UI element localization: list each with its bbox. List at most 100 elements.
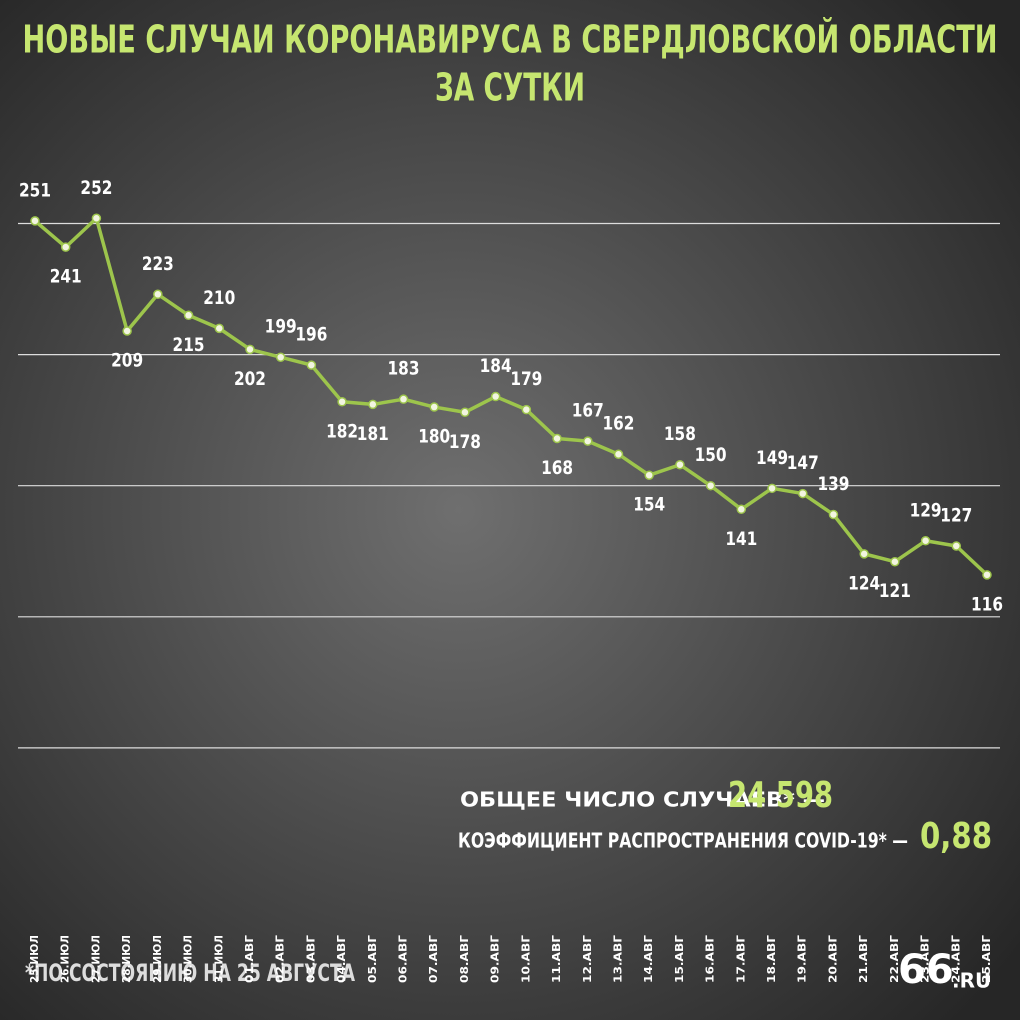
data-point [583,436,593,446]
data-point [183,310,194,321]
data-label: 139 [817,473,849,495]
x-tick-label: 02.АВГ [274,935,287,983]
data-label: 210 [203,287,235,309]
data-label: 182 [326,420,358,442]
x-tick-label: 22.АВГ [888,935,901,983]
x-tick-label: 17.АВГ [734,935,747,983]
data-line [33,216,989,577]
data-point [982,570,992,580]
logo: .RU [952,969,991,993]
x-tick-label: 30.ИЮЛ [182,935,195,983]
chart-title: НОВЫЕ СЛУЧАИ КОРОНАВИРУСА В СВЕРДЛОВСКОЙ… [23,18,998,62]
data-point [91,213,102,224]
x-tick-label: 10.АВГ [519,935,532,983]
data-label: 129 [910,499,942,521]
x-tick-label: 14.АВГ [642,935,655,983]
data-label: 162 [602,413,634,435]
data-label: 251 [19,179,51,201]
x-tick-label: 20.АВГ [826,935,839,983]
data-label: 196 [295,324,327,346]
data-label: 179 [510,368,542,390]
data-point [828,509,839,520]
x-tick-label: 15.АВГ [673,935,686,983]
footnote: *ПО СОСТОЯНИЮ НА 25 АВГУСТА [25,959,355,987]
x-tick-label: 16.АВГ [704,935,717,983]
x-tick-label: 07.АВГ [427,935,440,983]
data-point [245,344,255,355]
data-label: 141 [725,528,757,550]
x-tick-label: 18.АВГ [765,935,778,983]
annotation-value: 24 598 [728,775,833,816]
x-tick-label: 08.АВГ [458,935,471,983]
data-point [521,404,532,415]
x-tick-label: 31.ИЮЛ [212,935,225,983]
data-point [275,352,286,362]
data-label: 180 [418,426,450,448]
chart-title: ЗА СУТКИ [435,66,585,110]
x-tick-label: 06.АВГ [397,935,410,983]
data-point [337,397,347,407]
data-point [122,326,132,336]
data-point [859,549,869,559]
data-point [368,399,378,410]
data-point [398,394,409,404]
data-point [797,488,808,499]
annotation-value: 0,88 [920,816,992,857]
data-label: 183 [388,358,420,380]
data-point [552,433,562,444]
logo: 66 [898,947,954,993]
data-point [767,483,777,494]
x-tick-label: 24.АВГ [949,935,962,983]
data-label: 241 [50,266,82,288]
data-point [613,449,624,459]
data-point [460,407,470,418]
annotation-label: ОБЩЕЕ ЧИСЛО СЛУЧАЕВ* — [460,788,825,812]
x-tick-label: 04.АВГ [335,935,348,983]
data-point [429,402,439,412]
x-tick-label: 01.АВГ [243,935,256,983]
x-tick-label: 23.АВГ [919,935,932,983]
annotation-label: КОЭФФИЦИЕНТ РАСПРОСТРАНЕНИЯ COVID-19* — [458,829,908,853]
data-label: 147 [787,452,819,474]
data-point [30,216,40,226]
x-tick-label: 25.АВГ [980,935,993,983]
data-point [153,289,163,300]
data-label: 178 [449,431,481,453]
data-label: 181 [357,423,389,445]
data-point [705,480,716,491]
data-point [736,504,747,515]
data-label: 168 [541,457,573,479]
data-label: 158 [664,423,696,445]
data-label: 121 [879,580,911,602]
data-label: 116 [971,593,1003,615]
data-label: 150 [695,444,727,466]
x-tick-label: 19.АВГ [796,935,809,983]
data-label: 154 [633,494,665,516]
data-label: 202 [234,368,266,390]
data-label: 127 [940,505,972,527]
x-tick-label: 11.АВГ [550,935,563,983]
data-label: 223 [142,253,174,275]
data-point [214,323,225,334]
data-label: 149 [756,447,788,469]
x-tick-label: 27.ИЮЛ [89,935,102,983]
data-point [890,556,900,567]
data-point [951,541,962,551]
data-label: 209 [111,350,143,372]
x-tick-label: 29.ИЮЛ [151,935,164,983]
x-tick-label: 28.ИЮЛ [120,935,133,983]
data-point [490,391,501,402]
data-point [675,459,685,470]
x-tick-label: 25.ИЮЛ [28,935,41,983]
x-tick-label: 03.АВГ [304,935,317,983]
data-point [306,360,317,370]
x-tick-label: 12.АВГ [581,935,594,983]
x-tick-label: 21.АВГ [857,935,870,983]
x-tick-label: 05.АВГ [366,935,379,983]
data-label: 167 [572,400,604,422]
data-point [60,242,71,252]
data-label: 124 [848,572,880,594]
data-point [920,536,931,546]
